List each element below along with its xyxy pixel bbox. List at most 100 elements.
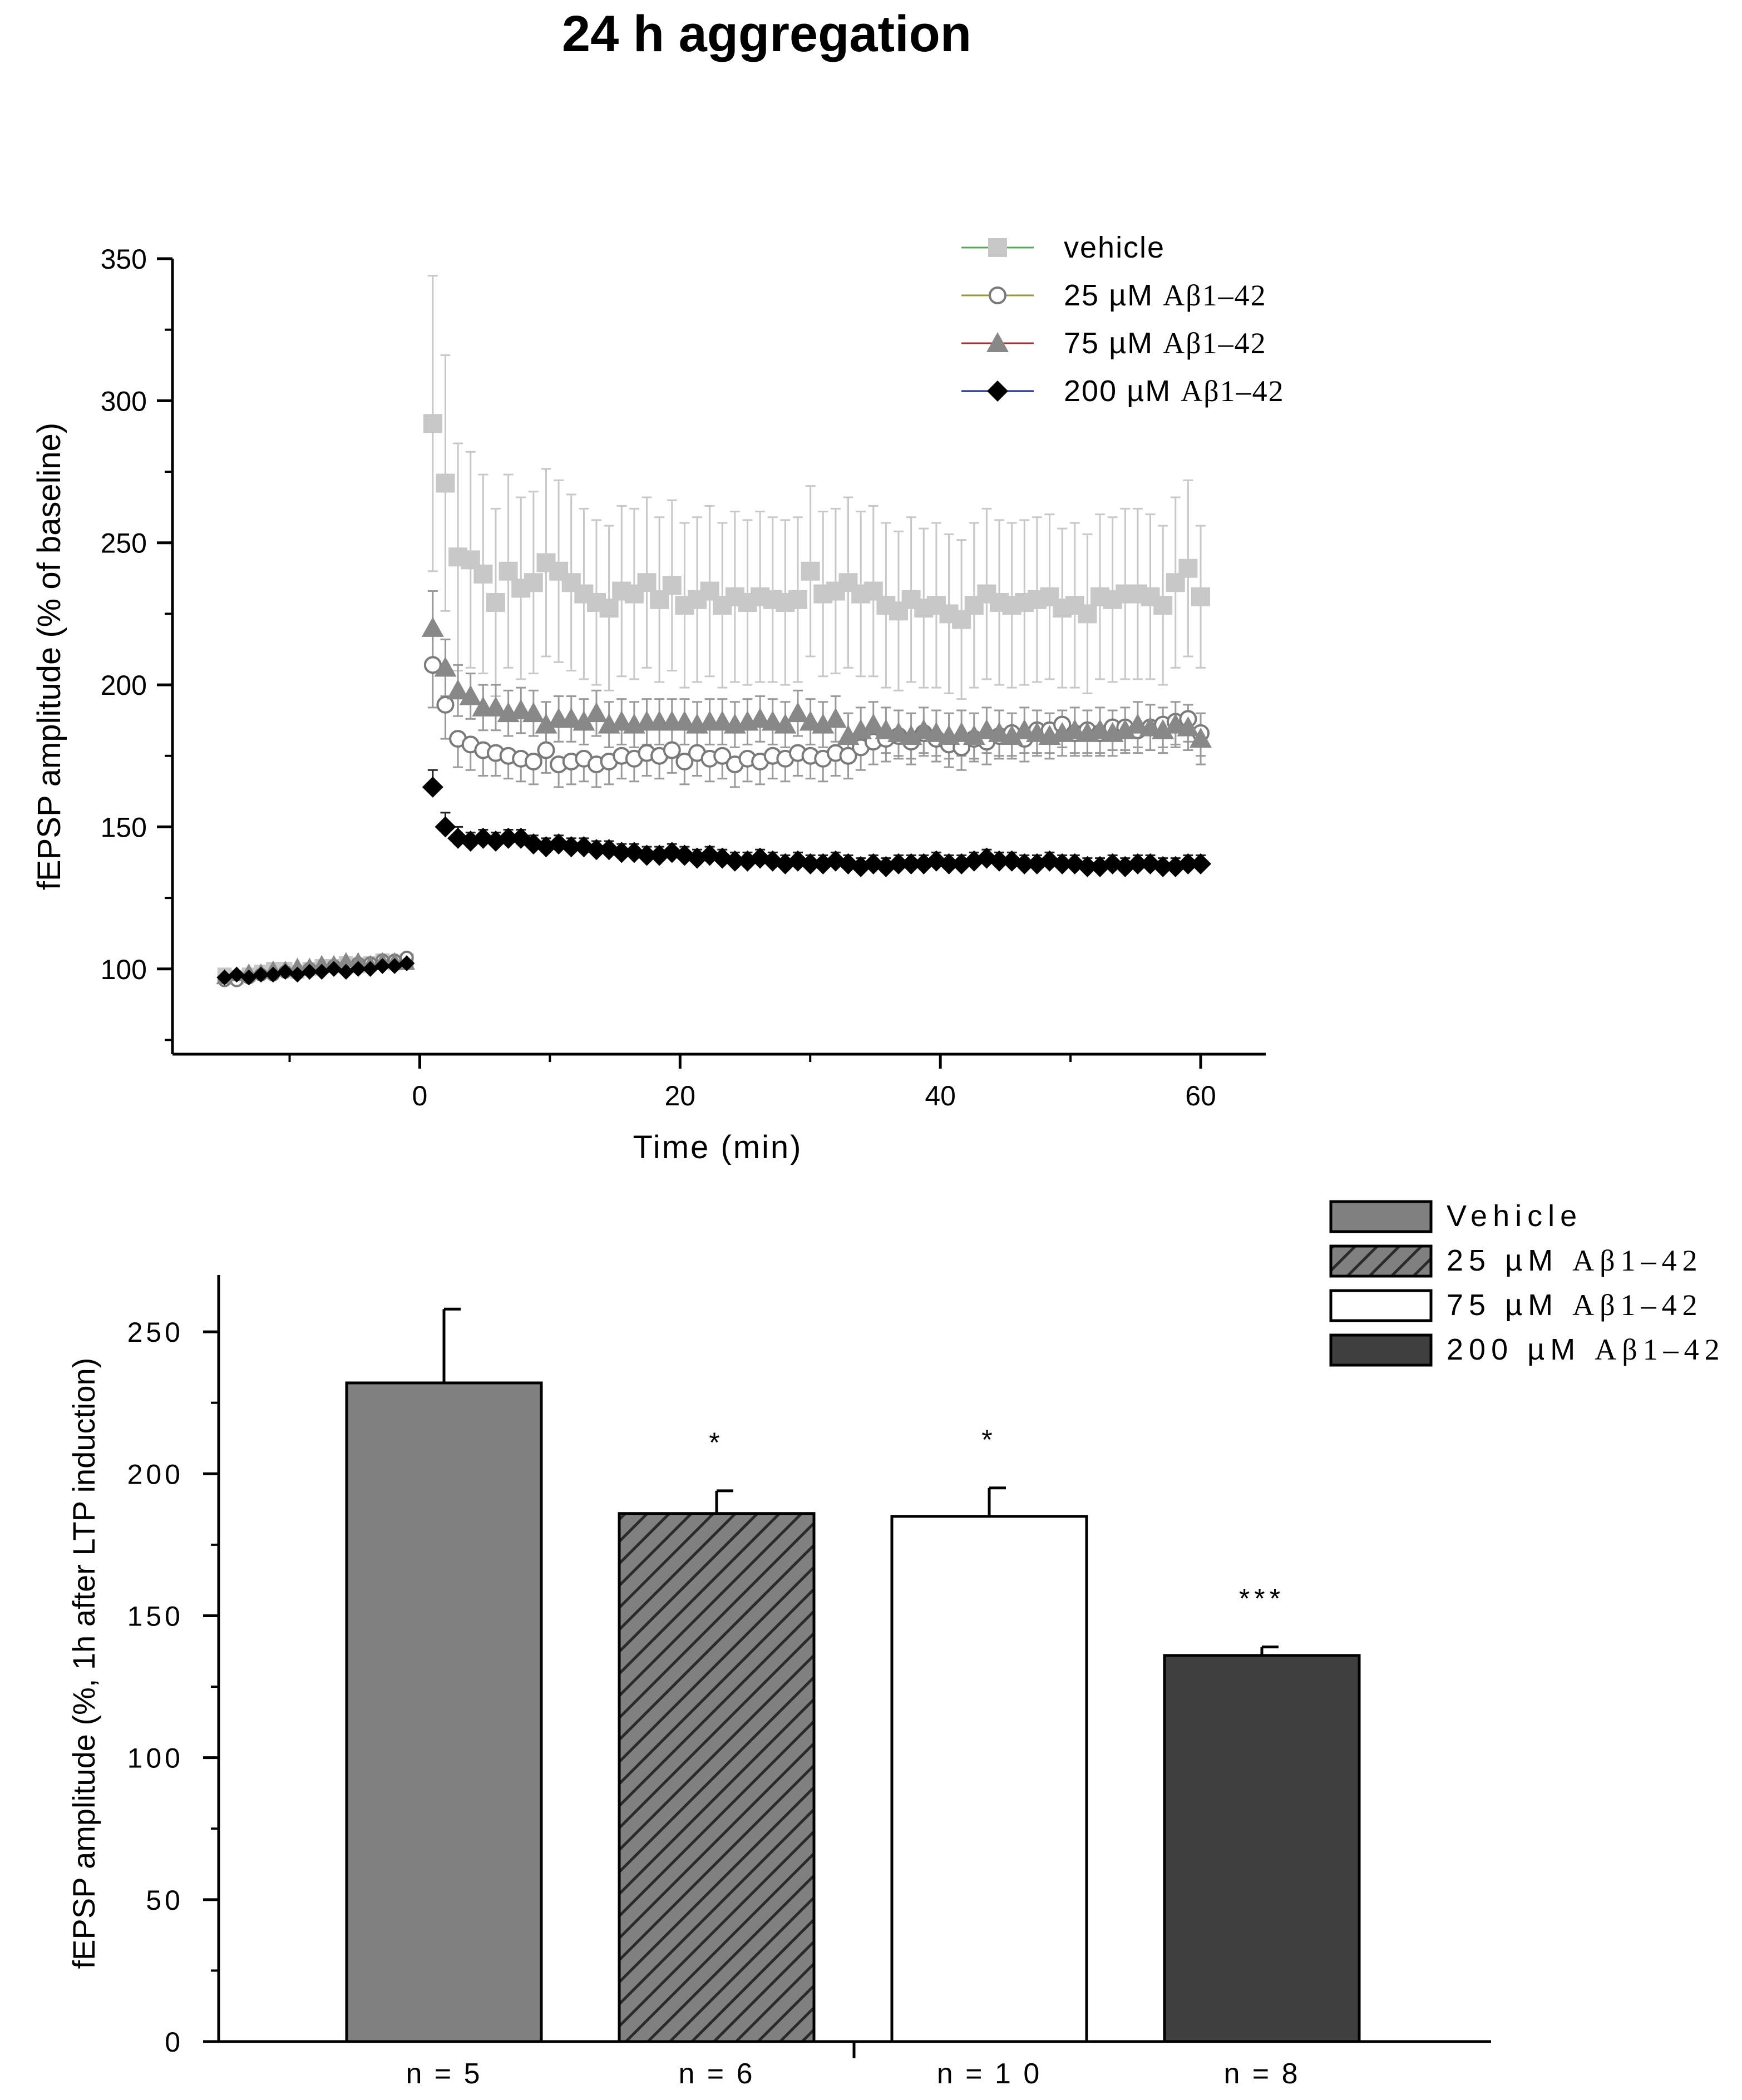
- significance-label: *: [981, 1424, 996, 1455]
- baseline-point: [302, 963, 318, 980]
- baseline-point: [265, 966, 282, 983]
- legend-marker: [987, 381, 1008, 402]
- bar-y-tick-label: 150: [127, 1600, 184, 1632]
- data-point: [486, 592, 505, 612]
- data-point: [573, 710, 595, 731]
- data-point: [662, 576, 682, 595]
- data-point: [510, 699, 532, 720]
- data-point: [724, 850, 746, 872]
- baseline-point: [362, 961, 378, 977]
- data-point: [611, 842, 633, 863]
- y-tick-label: 100: [101, 954, 147, 985]
- data-point: [887, 722, 910, 742]
- bar-chart-legend: Vehicle 25 µM Aβ1–42 75 µM Aβ1–42 200 µM Aβ…: [1329, 1199, 1725, 1367]
- data-point: [1153, 596, 1173, 615]
- data-point: [875, 719, 897, 739]
- legend-label: 200 µM Aβ1–42: [1064, 374, 1285, 408]
- bar-chart-ticks: 0 50 100 150 200 250: [127, 1317, 219, 2058]
- data-point: [524, 573, 543, 592]
- data-point: [801, 561, 820, 581]
- data-point: [1190, 853, 1212, 874]
- data-point: [850, 719, 872, 739]
- x-tick-label: 20: [665, 1080, 696, 1111]
- bar: [1163, 1654, 1361, 2043]
- data-point: [788, 590, 808, 609]
- data-point: [1178, 559, 1198, 578]
- figure-title: 24 h aggregation: [562, 6, 971, 62]
- data-point: [862, 713, 885, 734]
- data-point: [434, 656, 457, 677]
- data-point: [1063, 719, 1086, 739]
- data-point: [774, 713, 797, 734]
- data-point: [1052, 853, 1073, 874]
- line-chart-ticks: 100 150 200 250 300 350 0 20 40 60: [101, 244, 1216, 1111]
- bar-y-tick-label: 50: [146, 1885, 184, 1916]
- legend-swatch: [1329, 1244, 1433, 1278]
- x-tick-label: 60: [1185, 1080, 1216, 1111]
- data-point: [1191, 587, 1211, 606]
- bar: [890, 1515, 1088, 2043]
- data-point: [599, 599, 619, 618]
- n-label: n = 5: [406, 2058, 482, 2090]
- data-point: [800, 853, 821, 874]
- data-point: [950, 722, 973, 742]
- bar-y-tick-label: 100: [127, 1743, 184, 1774]
- baseline-point: [313, 963, 330, 980]
- data-point: [585, 702, 608, 723]
- data-point: [585, 839, 607, 861]
- bar: [618, 1512, 816, 2043]
- legend-label: 200 µM Aβ1–42: [1447, 1333, 1725, 1366]
- data-point: [423, 656, 442, 674]
- baseline-point: [253, 966, 269, 983]
- data-point: [1077, 856, 1098, 877]
- bar-y-tick-label: 0: [165, 2027, 184, 2058]
- data-point: [989, 850, 1010, 872]
- n-label: n = 8: [1223, 2058, 1300, 2090]
- data-point: [1014, 853, 1035, 874]
- baseline-point: [216, 969, 233, 986]
- data-point: [610, 710, 633, 731]
- data-point: [1025, 722, 1048, 742]
- x-axis-label: Time (min): [633, 1129, 803, 1165]
- data-point: [761, 710, 784, 731]
- legend-swatch: [1329, 1333, 1433, 1367]
- data-point: [787, 702, 810, 723]
- y-axis-label: fEPSP amplitude (% of baseline): [31, 423, 67, 890]
- n-label: n = 1 0: [937, 2058, 1042, 2090]
- data-point: [560, 836, 582, 858]
- data-point: [663, 741, 681, 759]
- data-point: [436, 695, 455, 714]
- legend-label: vehicle: [1064, 231, 1165, 264]
- data-point: [824, 708, 847, 728]
- data-point: [423, 414, 442, 433]
- data-point: [1152, 719, 1175, 739]
- bar-chart-bars: n = 5 * n = 6 * n = 1 0 *** n = 8: [345, 1307, 1361, 2090]
- data-point: [812, 713, 835, 734]
- data-point: [799, 710, 822, 731]
- data-point: [975, 719, 998, 739]
- data-point: [988, 722, 1011, 742]
- data-point: [837, 725, 860, 745]
- legend-label: 75 µM Aβ1–42: [1064, 327, 1267, 360]
- y-tick-label: 200: [101, 670, 147, 701]
- data-point: [888, 853, 910, 874]
- data-point: [938, 853, 960, 874]
- significance-label: *: [709, 1427, 724, 1458]
- data-point: [900, 853, 922, 874]
- data-point: [675, 752, 694, 770]
- line-chart-legend: vehicle 25 µM Aβ1–42 75 µM Aβ1–42 200 µM Aβ…: [961, 231, 1285, 408]
- data-point: [1000, 725, 1023, 745]
- data-point: [459, 685, 482, 705]
- data-point: [1177, 716, 1200, 737]
- y-tick-label: 300: [101, 386, 147, 417]
- baseline-point: [277, 963, 293, 980]
- data-point: [522, 702, 545, 723]
- baseline-point: [289, 957, 306, 973]
- data-point: [1164, 713, 1187, 734]
- data-point: [560, 708, 583, 728]
- data-point: [447, 679, 470, 700]
- data-point: [636, 844, 658, 866]
- data-point: [637, 573, 657, 592]
- baseline-point: [337, 952, 354, 967]
